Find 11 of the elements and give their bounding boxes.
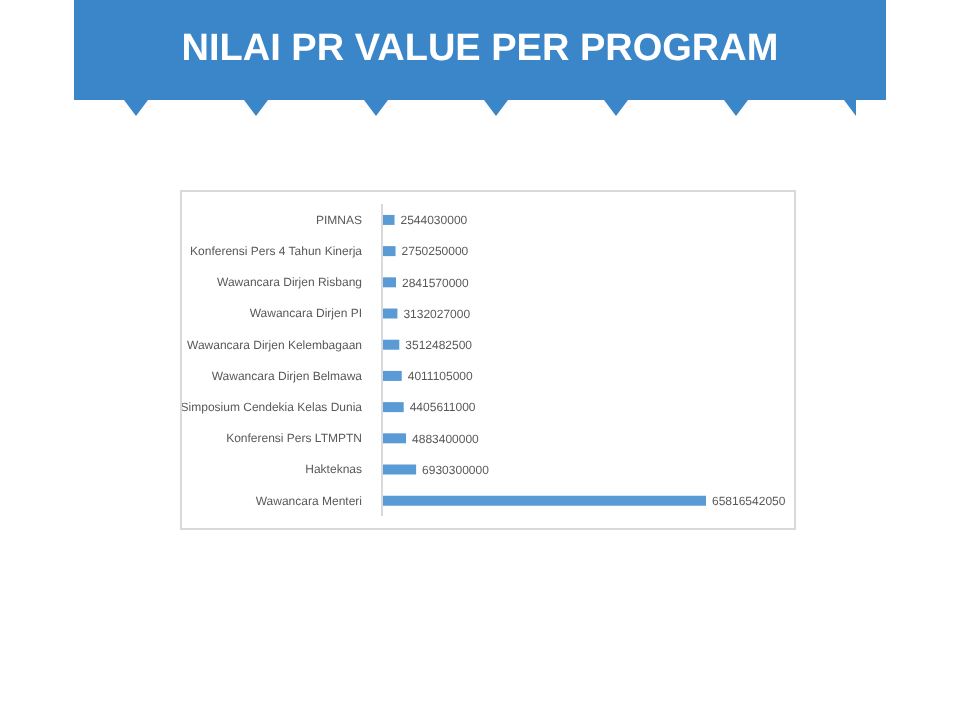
bar — [382, 246, 396, 257]
bar — [382, 370, 402, 381]
bar — [382, 495, 706, 506]
bar — [382, 433, 407, 444]
bar — [382, 308, 398, 319]
bar — [382, 402, 404, 413]
bar — [382, 464, 417, 475]
chart-title: NILAI PR VALUE PER PROGRAM — [74, 0, 886, 100]
bar — [382, 214, 395, 225]
bar — [382, 339, 400, 350]
bar — [382, 277, 396, 288]
